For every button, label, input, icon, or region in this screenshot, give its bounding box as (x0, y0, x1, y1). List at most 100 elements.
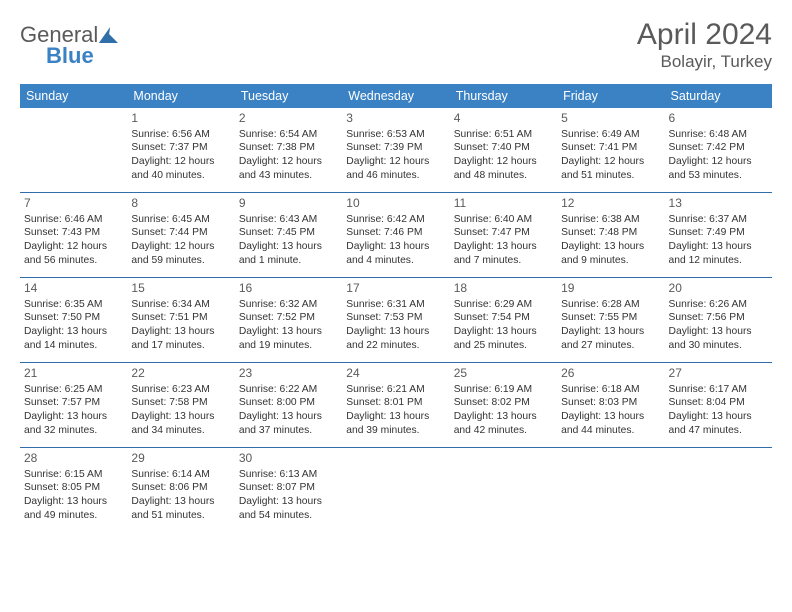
daylight-line: Daylight: 13 hours and 47 minutes. (669, 410, 767, 437)
day-number: 15 (131, 281, 229, 297)
daylight-line: Daylight: 13 hours and 4 minutes. (346, 240, 444, 267)
calendar-day-cell: 17Sunrise: 6:31 AMSunset: 7:53 PMDayligh… (342, 278, 449, 362)
sunrise-line: Sunrise: 6:25 AM (24, 383, 122, 397)
sunrise-line: Sunrise: 6:54 AM (239, 128, 337, 142)
daylight-line: Daylight: 13 hours and 42 minutes. (454, 410, 552, 437)
calendar-day-cell: 19Sunrise: 6:28 AMSunset: 7:55 PMDayligh… (557, 278, 664, 362)
sunrise-line: Sunrise: 6:53 AM (346, 128, 444, 142)
day-number: 24 (346, 366, 444, 382)
sunrise-line: Sunrise: 6:49 AM (561, 128, 659, 142)
sunrise-line: Sunrise: 6:48 AM (669, 128, 767, 142)
weekday-header-row: SundayMondayTuesdayWednesdayThursdayFrid… (20, 84, 772, 108)
calendar-day-cell: 2Sunrise: 6:54 AMSunset: 7:38 PMDaylight… (235, 108, 342, 192)
daylight-line: Daylight: 13 hours and 12 minutes. (669, 240, 767, 267)
sunrise-line: Sunrise: 6:22 AM (239, 383, 337, 397)
daylight-line: Daylight: 13 hours and 32 minutes. (24, 410, 122, 437)
daylight-line: Daylight: 12 hours and 46 minutes. (346, 155, 444, 182)
calendar-empty-cell (450, 448, 557, 532)
sunset-line: Sunset: 8:00 PM (239, 396, 337, 410)
location: Bolayir, Turkey (637, 52, 772, 72)
daylight-line: Daylight: 12 hours and 43 minutes. (239, 155, 337, 182)
calendar-day-cell: 18Sunrise: 6:29 AMSunset: 7:54 PMDayligh… (450, 278, 557, 362)
calendar-day-cell: 4Sunrise: 6:51 AMSunset: 7:40 PMDaylight… (450, 108, 557, 192)
sunset-line: Sunset: 7:41 PM (561, 141, 659, 155)
sunset-line: Sunset: 7:40 PM (454, 141, 552, 155)
calendar-empty-cell (665, 448, 772, 532)
daylight-line: Daylight: 12 hours and 48 minutes. (454, 155, 552, 182)
calendar-day-cell: 29Sunrise: 6:14 AMSunset: 8:06 PMDayligh… (127, 448, 234, 532)
daylight-line: Daylight: 13 hours and 34 minutes. (131, 410, 229, 437)
sunset-line: Sunset: 7:54 PM (454, 311, 552, 325)
daylight-line: Daylight: 13 hours and 25 minutes. (454, 325, 552, 352)
calendar-day-cell: 22Sunrise: 6:23 AMSunset: 7:58 PMDayligh… (127, 363, 234, 447)
sunset-line: Sunset: 7:56 PM (669, 311, 767, 325)
calendar-day-cell: 21Sunrise: 6:25 AMSunset: 7:57 PMDayligh… (20, 363, 127, 447)
calendar-empty-cell (557, 448, 664, 532)
daylight-line: Daylight: 13 hours and 22 minutes. (346, 325, 444, 352)
sunrise-line: Sunrise: 6:28 AM (561, 298, 659, 312)
day-number: 27 (669, 366, 767, 382)
sunrise-line: Sunrise: 6:18 AM (561, 383, 659, 397)
daylight-line: Daylight: 13 hours and 54 minutes. (239, 495, 337, 522)
calendar-day-cell: 13Sunrise: 6:37 AMSunset: 7:49 PMDayligh… (665, 193, 772, 277)
sunset-line: Sunset: 7:48 PM (561, 226, 659, 240)
sunrise-line: Sunrise: 6:32 AM (239, 298, 337, 312)
calendar-week-row: 7Sunrise: 6:46 AMSunset: 7:43 PMDaylight… (20, 193, 772, 278)
day-number: 1 (131, 111, 229, 127)
calendar-day-cell: 1Sunrise: 6:56 AMSunset: 7:37 PMDaylight… (127, 108, 234, 192)
sunset-line: Sunset: 7:44 PM (131, 226, 229, 240)
calendar-day-cell: 5Sunrise: 6:49 AMSunset: 7:41 PMDaylight… (557, 108, 664, 192)
calendar-day-cell: 24Sunrise: 6:21 AMSunset: 8:01 PMDayligh… (342, 363, 449, 447)
logo-sail-icon-2 (108, 33, 118, 43)
sunrise-line: Sunrise: 6:13 AM (239, 468, 337, 482)
day-number: 22 (131, 366, 229, 382)
sunset-line: Sunset: 8:07 PM (239, 481, 337, 495)
sunset-line: Sunset: 7:47 PM (454, 226, 552, 240)
weekday-header: Wednesday (342, 84, 449, 108)
sunrise-line: Sunrise: 6:56 AM (131, 128, 229, 142)
sunset-line: Sunset: 8:05 PM (24, 481, 122, 495)
sunset-line: Sunset: 7:43 PM (24, 226, 122, 240)
weekday-header: Monday (127, 84, 234, 108)
sunset-line: Sunset: 7:39 PM (346, 141, 444, 155)
day-number: 4 (454, 111, 552, 127)
day-number: 7 (24, 196, 122, 212)
sunrise-line: Sunrise: 6:29 AM (454, 298, 552, 312)
daylight-line: Daylight: 13 hours and 51 minutes. (131, 495, 229, 522)
calendar-day-cell: 12Sunrise: 6:38 AMSunset: 7:48 PMDayligh… (557, 193, 664, 277)
sunset-line: Sunset: 7:37 PM (131, 141, 229, 155)
sunrise-line: Sunrise: 6:19 AM (454, 383, 552, 397)
calendar-day-cell: 16Sunrise: 6:32 AMSunset: 7:52 PMDayligh… (235, 278, 342, 362)
day-number: 13 (669, 196, 767, 212)
calendar-day-cell: 6Sunrise: 6:48 AMSunset: 7:42 PMDaylight… (665, 108, 772, 192)
sunrise-line: Sunrise: 6:21 AM (346, 383, 444, 397)
sunset-line: Sunset: 7:42 PM (669, 141, 767, 155)
day-number: 6 (669, 111, 767, 127)
sunrise-line: Sunrise: 6:37 AM (669, 213, 767, 227)
title-block: April 2024 Bolayir, Turkey (637, 18, 772, 72)
weekday-header: Thursday (450, 84, 557, 108)
daylight-line: Daylight: 12 hours and 56 minutes. (24, 240, 122, 267)
sunset-line: Sunset: 7:58 PM (131, 396, 229, 410)
sunrise-line: Sunrise: 6:31 AM (346, 298, 444, 312)
calendar-day-cell: 27Sunrise: 6:17 AMSunset: 8:04 PMDayligh… (665, 363, 772, 447)
sunset-line: Sunset: 7:45 PM (239, 226, 337, 240)
logo-word-2: Blue (46, 45, 118, 67)
sunrise-line: Sunrise: 6:14 AM (131, 468, 229, 482)
calendar-day-cell: 20Sunrise: 6:26 AMSunset: 7:56 PMDayligh… (665, 278, 772, 362)
calendar-day-cell: 3Sunrise: 6:53 AMSunset: 7:39 PMDaylight… (342, 108, 449, 192)
sunrise-line: Sunrise: 6:26 AM (669, 298, 767, 312)
day-number: 30 (239, 451, 337, 467)
day-number: 18 (454, 281, 552, 297)
day-number: 2 (239, 111, 337, 127)
day-number: 17 (346, 281, 444, 297)
calendar-week-row: 14Sunrise: 6:35 AMSunset: 7:50 PMDayligh… (20, 278, 772, 363)
calendar-day-cell: 10Sunrise: 6:42 AMSunset: 7:46 PMDayligh… (342, 193, 449, 277)
day-number: 23 (239, 366, 337, 382)
day-number: 25 (454, 366, 552, 382)
sunrise-line: Sunrise: 6:15 AM (24, 468, 122, 482)
calendar-day-cell: 7Sunrise: 6:46 AMSunset: 7:43 PMDaylight… (20, 193, 127, 277)
sunset-line: Sunset: 7:55 PM (561, 311, 659, 325)
calendar-body: 1Sunrise: 6:56 AMSunset: 7:37 PM Daylight… (20, 108, 772, 532)
calendar-day-cell: 25Sunrise: 6:19 AMSunset: 8:02 PMDayligh… (450, 363, 557, 447)
